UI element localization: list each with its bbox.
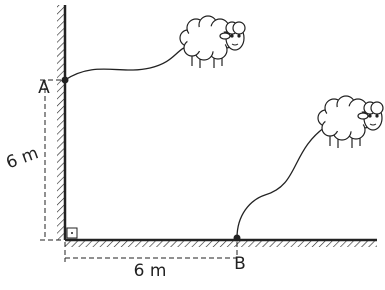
label-a: A xyxy=(38,78,50,98)
point-b xyxy=(234,235,241,242)
rope-a xyxy=(65,45,190,80)
label-b: B xyxy=(234,254,246,274)
sheep-b xyxy=(318,96,383,148)
diagram: A B 6 m 6 m xyxy=(0,0,385,290)
vertical-distance: 6 m xyxy=(3,143,41,173)
rope-b xyxy=(237,125,328,238)
point-a xyxy=(62,77,69,84)
right-angle-dot xyxy=(71,232,73,234)
dimension-lines xyxy=(40,80,237,262)
sheep-a xyxy=(180,16,245,68)
horizontal-distance: 6 m xyxy=(134,261,167,281)
